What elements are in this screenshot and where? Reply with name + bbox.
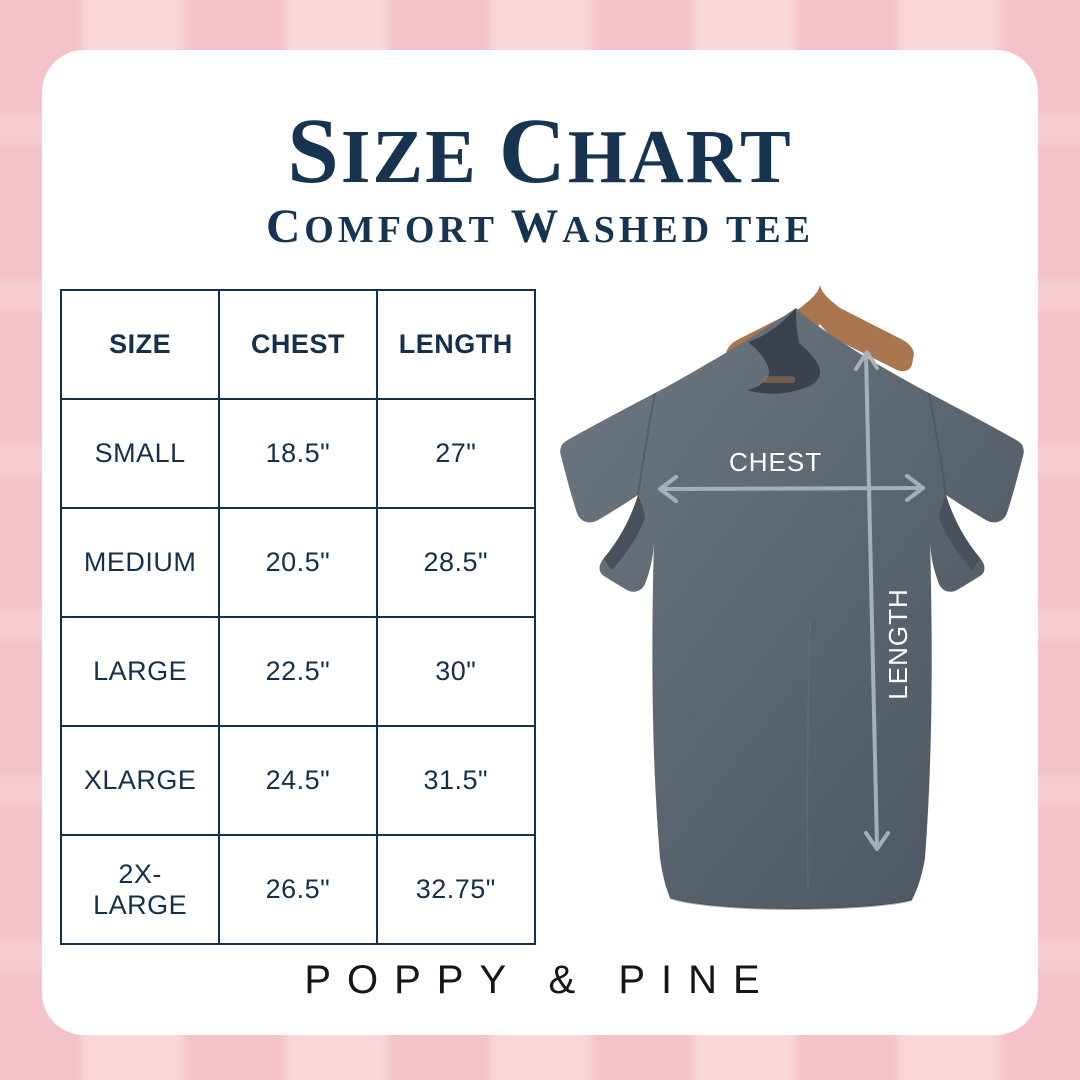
svg-text:LENGTH: LENGTH <box>883 588 913 699</box>
svg-text:CHEST: CHEST <box>729 447 822 477</box>
